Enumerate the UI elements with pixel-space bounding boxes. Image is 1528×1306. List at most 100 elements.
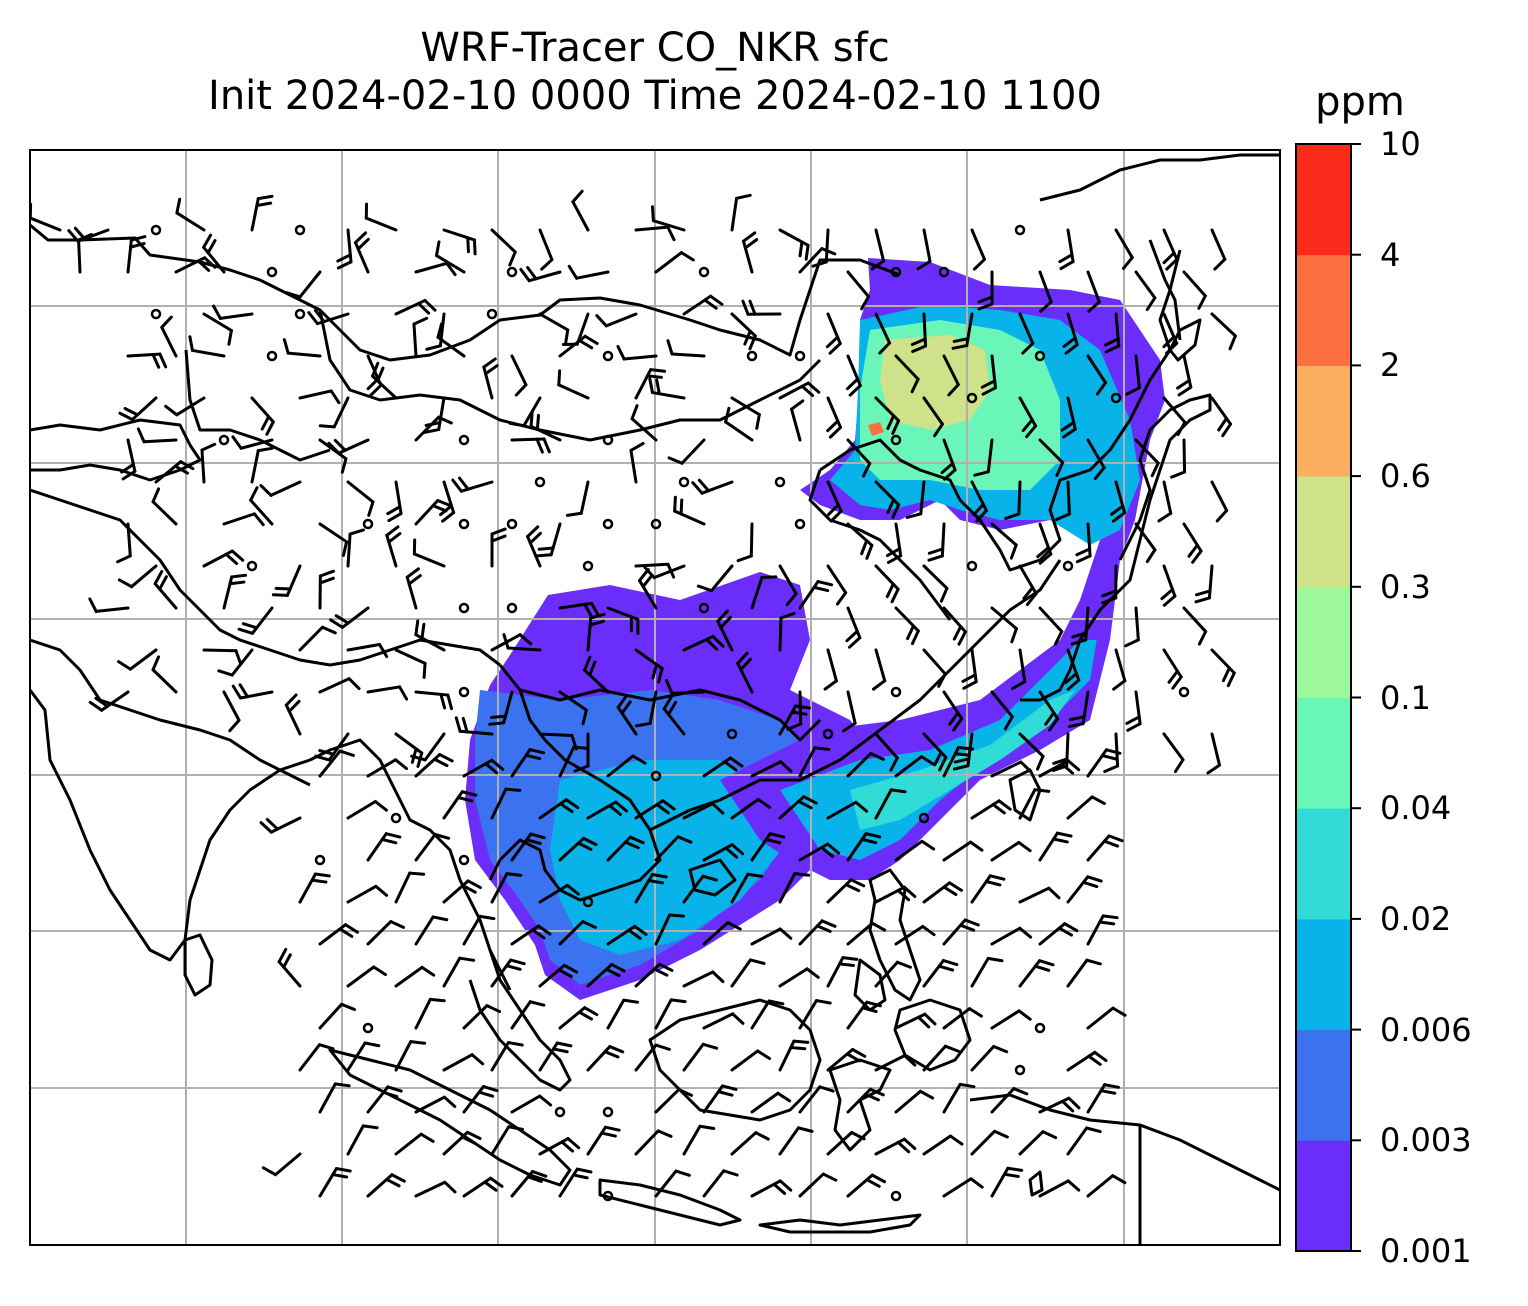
wind-barb-flag <box>217 669 234 677</box>
wind-barb-flag <box>942 468 957 481</box>
wind-barb-flag <box>698 1124 716 1131</box>
wind-barb-flag <box>1197 630 1208 646</box>
wind-barb-flag <box>948 881 963 892</box>
wind-barb-shaft <box>634 368 653 400</box>
wind-barb-shaft <box>160 325 178 358</box>
wind-barb-shaft <box>730 196 739 232</box>
wind-barb-shaft <box>654 998 673 1030</box>
wind-barb-shaft <box>346 884 378 904</box>
wind-barb-flag <box>793 872 811 877</box>
wind-barb-flag <box>1081 880 1099 889</box>
wind-barb-flag <box>118 411 134 422</box>
wind-barb-flag <box>948 1134 964 1146</box>
wind-barb-flag <box>576 841 593 851</box>
colorbar-segment <box>1296 144 1351 256</box>
wind-barb-flag <box>614 800 629 813</box>
wind-barb-flag <box>572 745 590 750</box>
calm-marker <box>602 350 614 362</box>
wind-barb-flag <box>959 923 976 932</box>
calm-marker <box>458 518 470 530</box>
wind-barb-flag <box>583 602 594 619</box>
colorbar-tick-label: 0.001 <box>1380 1232 1472 1270</box>
wind-barb-flag <box>433 832 451 840</box>
wind-barb-shaft <box>606 998 626 1030</box>
wind-barb-shaft <box>1018 732 1045 758</box>
colorbar-tick-label: 0.04 <box>1380 789 1452 828</box>
wind-barb-shaft <box>315 312 350 326</box>
wind-barb-shaft <box>298 625 324 652</box>
wind-barb-flag <box>508 250 517 267</box>
wind-barb-shaft <box>846 832 868 862</box>
wind-barb-flag <box>902 885 917 899</box>
plume-northeast-core <box>880 335 990 430</box>
wind-barb-flag <box>1086 875 1103 883</box>
wind-barb-flag <box>868 1087 885 1097</box>
wind-barb-shaft <box>298 270 322 299</box>
wind-barb-flag <box>902 1137 917 1150</box>
wind-barb-shaft <box>1038 690 1060 721</box>
wind-barb-shaft <box>654 1169 678 1198</box>
wind-barb-flag <box>94 696 109 708</box>
wind-barb-shaft <box>1018 886 1051 904</box>
wind-barb-shaft <box>826 1130 854 1156</box>
colorbar-tick-label: 0.6 <box>1380 457 1431 496</box>
wind-barb-flag <box>760 575 778 580</box>
wind-barb-flag <box>405 567 420 579</box>
wind-barb-shaft <box>874 312 892 345</box>
calm-marker <box>698 602 710 614</box>
wind-barb-flag <box>654 1043 671 1051</box>
wind-barb-flag <box>551 1047 569 1054</box>
wind-barb-flag <box>505 964 522 971</box>
wind-barb-flag <box>1017 840 1032 853</box>
wind-barb-flag <box>1066 678 1081 691</box>
wind-barb-shaft <box>826 1047 855 1072</box>
wind-barb-flag <box>719 615 732 630</box>
wind-barb-flag <box>485 1004 502 1014</box>
wind-barb-flag <box>796 1126 814 1133</box>
calm-marker <box>218 434 230 446</box>
wind-barb-shaft <box>414 753 442 778</box>
wind-barb-flag <box>1213 257 1227 271</box>
wind-barb-shaft <box>423 732 446 762</box>
wind-barb-flag <box>977 302 994 311</box>
wind-barb-flag <box>528 531 542 545</box>
wind-barb-shaft <box>490 228 517 254</box>
wind-barb-shaft <box>798 247 824 274</box>
wind-barb-flag <box>1090 795 1106 806</box>
wind-barb-shaft <box>414 832 437 862</box>
wind-barb-flag <box>334 614 350 625</box>
calm-marker <box>890 434 902 446</box>
wind-barb-shaft <box>654 251 683 274</box>
wind-barb-shaft <box>218 312 254 320</box>
wind-barb-flag <box>865 1000 882 1008</box>
wind-barb-flag <box>1194 596 1211 604</box>
colorbar-tick-label: 2 <box>1380 346 1401 385</box>
wind-barb-flag <box>1101 589 1118 598</box>
wind-barb-flag <box>583 1006 599 1017</box>
wind-barb-flag <box>849 878 866 888</box>
wind-barb-shaft <box>846 354 862 388</box>
wind-barb-flag <box>984 880 1002 887</box>
wind-barb-flag <box>756 798 772 809</box>
wind-barb-flag <box>878 341 892 355</box>
colorbar-tick-label: 0.1 <box>1380 678 1431 717</box>
wind-barb-shaft <box>798 580 820 610</box>
wind-barb-shaft <box>798 1085 822 1114</box>
wind-barb-shaft <box>510 924 540 946</box>
wind-barb-flag <box>1165 257 1179 271</box>
wind-barb-flag <box>885 547 902 558</box>
wind-barb-flag <box>1221 422 1233 438</box>
wind-barb-flag <box>938 755 948 772</box>
wind-barb-shaft <box>1162 648 1183 679</box>
wind-barb-flag <box>969 840 984 852</box>
wind-barb-shaft <box>750 999 771 1030</box>
wind-barb-flag <box>347 677 361 691</box>
wind-barb-flag <box>748 334 757 351</box>
wind-barb-flag <box>746 872 764 878</box>
wind-barb-shaft <box>412 552 446 568</box>
wind-barb-shaft <box>558 1006 587 1030</box>
wind-barb-flag <box>385 525 400 537</box>
wind-barb-flag <box>815 924 832 933</box>
wind-barb-flag <box>151 655 161 672</box>
wind-barb-flag <box>442 1095 457 1108</box>
